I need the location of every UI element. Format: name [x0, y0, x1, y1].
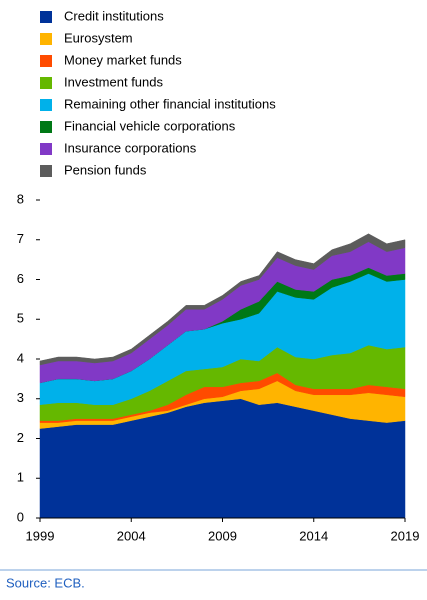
y-tick-label: 3: [17, 390, 24, 405]
legend-swatch: [40, 77, 52, 89]
y-tick-label: 1: [17, 470, 24, 485]
legend-swatch: [40, 165, 52, 177]
legend-label: Remaining other financial institutions: [64, 96, 276, 111]
area: [39, 233, 406, 366]
y-tick-label: 2: [17, 430, 24, 445]
legend-swatch: [40, 11, 52, 23]
source: Source: ECB.: [6, 575, 85, 590]
x-tick-label: 2004: [117, 528, 146, 543]
y-tick-label: 8: [17, 191, 24, 206]
legend-swatch: [40, 143, 52, 155]
y-tick-label: 7: [17, 231, 24, 246]
legend-label: Financial vehicle corporations: [64, 118, 236, 133]
x-tick-label: 2009: [208, 528, 237, 543]
legend-swatch: [40, 121, 52, 133]
legend-swatch: [40, 33, 52, 45]
x-tick-label: 2014: [299, 528, 328, 543]
legend-swatch: [40, 99, 52, 111]
legend-label: Insurance corporations: [64, 140, 197, 155]
legend-swatch: [40, 55, 52, 67]
y-tick-label: 4: [17, 350, 24, 365]
legend-label: Pension funds: [64, 162, 147, 177]
legend-label: Eurosystem: [64, 30, 133, 45]
y-tick-label: 5: [17, 311, 24, 326]
x-tick-label: 1999: [26, 528, 55, 543]
x-tick-label: 2019: [391, 528, 420, 543]
legend-label: Money market funds: [64, 52, 182, 67]
y-tick-label: 6: [17, 271, 24, 286]
legend-label: Investment funds: [64, 74, 163, 89]
legend-label: Credit institutions: [64, 8, 164, 23]
y-tick-label: 0: [17, 509, 24, 524]
